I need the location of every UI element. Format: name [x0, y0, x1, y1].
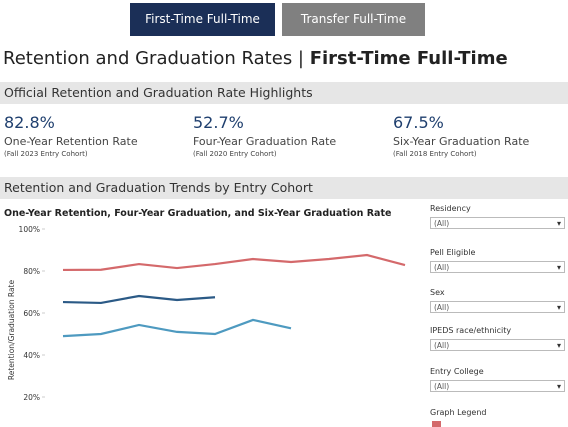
filter-dropdown[interactable]: (All)	[430, 339, 565, 351]
kpi-value: 52.7%	[193, 113, 244, 132]
filter-label: Residency	[430, 204, 471, 213]
kpi-label: One-Year Retention Rate	[4, 135, 138, 148]
filter-label: Sex	[430, 288, 445, 297]
kpi-cohort: (Fall 2018 Entry Cohort)	[393, 150, 477, 158]
legend-title: Graph Legend	[430, 408, 487, 417]
section-heading: Retention and Graduation Trends by Entry…	[0, 177, 568, 199]
kpi-label: Six-Year Graduation Rate	[393, 135, 530, 148]
filter-dropdown[interactable]: (All)	[430, 261, 565, 273]
title-sub: First-Time Full-Time	[309, 48, 508, 69]
y-tick-label: 100%	[19, 225, 40, 234]
filter-dropdown[interactable]: (All)	[430, 380, 565, 392]
kpi-value: 67.5%	[393, 113, 444, 132]
tab[interactable]: First-Time Full-Time	[130, 3, 275, 36]
kpi-cohort: (Fall 2023 Entry Cohort)	[4, 150, 88, 158]
page-title: Retention and Graduation Rates | First-T…	[3, 48, 508, 69]
filter-dropdown[interactable]: (All)	[430, 301, 565, 313]
y-tick-label: 20%	[23, 393, 40, 402]
y-tick-label: 60%	[23, 309, 40, 318]
filter-label: Entry College	[430, 367, 484, 376]
kpi-cohort: (Fall 2020 Entry Cohort)	[193, 150, 277, 158]
legend-swatch	[432, 421, 441, 427]
kpi-value: 82.8%	[4, 113, 55, 132]
y-axis-label: Retention/Graduation Rate	[7, 280, 16, 381]
tab[interactable]: Transfer Full-Time	[282, 3, 425, 36]
series-line	[62, 294, 216, 305]
section-heading: Official Retention and Graduation Rate H…	[0, 82, 568, 104]
y-tick-label: 40%	[23, 351, 40, 360]
filter-dropdown[interactable]: (All)	[430, 217, 565, 229]
filter-label: Pell Eligible	[430, 248, 476, 257]
kpi-label: Four-Year Graduation Rate	[193, 135, 337, 148]
filter-label: IPEDS race/ethnicity	[430, 326, 512, 335]
series-line	[62, 253, 406, 272]
chart-title: One-Year Retention, Four-Year Graduation…	[4, 208, 392, 219]
y-tick-label: 80%	[23, 267, 40, 276]
series-line	[62, 318, 292, 338]
chart: Retention/Graduation Rate 20% 40% 60% 80% 10…	[7, 225, 406, 402]
title-main: Retention and Graduation Rates |	[3, 48, 304, 69]
